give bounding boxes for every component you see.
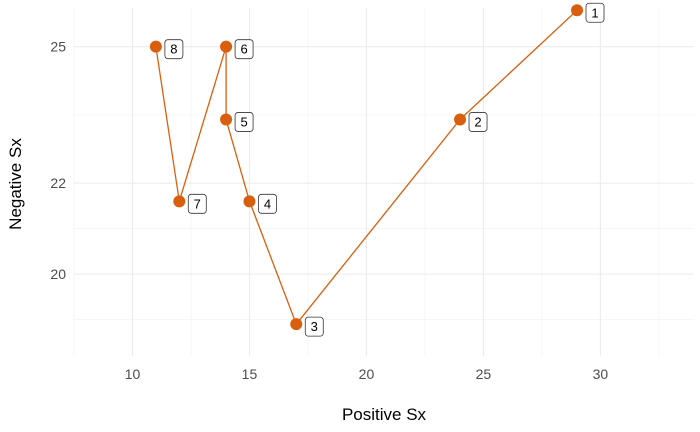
data-point (454, 113, 467, 126)
data-series (149, 4, 584, 331)
x-tick-label: 30 (593, 366, 609, 382)
point-label-text: 5 (240, 114, 247, 129)
point-label-text: 2 (474, 114, 481, 129)
point-label-text: 1 (591, 5, 598, 20)
point-label-box (187, 193, 207, 214)
point-label: 7 (187, 193, 207, 214)
point-label: 8 (164, 39, 184, 60)
x-axis-ticks: 10 15 20 25 30 (125, 366, 609, 382)
data-point (220, 40, 233, 53)
data-point (243, 195, 256, 208)
y-axis-title: Negative Sx (6, 138, 25, 230)
point-label-box (258, 193, 277, 214)
data-point (571, 4, 584, 17)
y-tick-label: 20 (50, 266, 66, 282)
x-tick-label: 10 (125, 366, 141, 382)
point-label: 4 (258, 193, 277, 214)
data-point (173, 195, 186, 208)
point-label-box (304, 316, 324, 337)
x-tick-label: 15 (242, 366, 258, 382)
point-label-box (585, 2, 605, 23)
point-label-box (234, 39, 254, 60)
x-tick-label: 20 (359, 366, 375, 382)
point-label-box (234, 112, 254, 132)
point-label-text: 8 (170, 42, 177, 57)
data-point (290, 318, 303, 331)
grid-lines (73, 8, 694, 356)
point-labels: 1 2 3 4 5 6 7 8 (164, 2, 605, 337)
point-label-box (468, 112, 488, 132)
data-point (220, 113, 233, 126)
point-label-text: 4 (264, 196, 271, 211)
point-label-text: 7 (194, 196, 201, 211)
point-label: 1 (585, 2, 605, 23)
x-tick-label: 25 (476, 366, 492, 382)
y-tick-label: 25 (50, 39, 66, 55)
point-label-text: 3 (311, 319, 318, 334)
point-label: 2 (468, 112, 488, 132)
point-label: 3 (304, 316, 324, 337)
point-label: 6 (234, 39, 254, 60)
data-point (149, 40, 162, 53)
y-axis-ticks: 20 22 25 (50, 39, 66, 282)
x-axis-title: Positive Sx (342, 405, 427, 424)
series-line (155, 9, 578, 326)
point-label-text: 6 (240, 42, 247, 57)
point-label-box (164, 39, 184, 60)
y-tick-label: 22 (50, 175, 66, 191)
point-label: 5 (234, 112, 254, 132)
